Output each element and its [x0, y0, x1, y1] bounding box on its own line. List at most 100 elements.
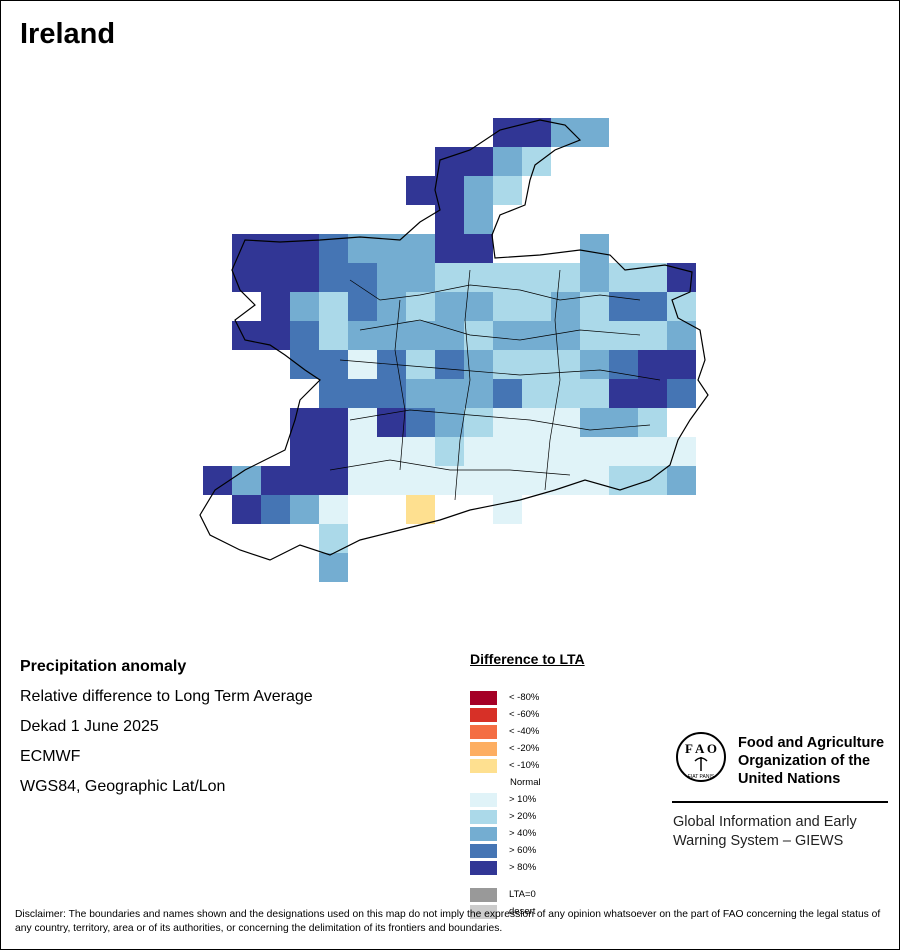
anomaly-cell — [551, 263, 580, 292]
anomaly-cell — [319, 379, 348, 408]
anomaly-cell — [435, 466, 464, 495]
anomaly-cell — [638, 379, 667, 408]
anomaly-cell — [406, 234, 435, 263]
legend-swatch — [470, 888, 497, 902]
anomaly-cell — [522, 379, 551, 408]
fao-name-line: Organization of the — [738, 753, 871, 769]
anomaly-cell — [348, 350, 377, 379]
anomaly-cell — [406, 292, 435, 321]
anomaly-cell — [493, 495, 522, 524]
anomaly-cell — [522, 118, 551, 147]
divider — [672, 801, 888, 803]
anomaly-cell — [377, 263, 406, 292]
anomaly-cell — [232, 263, 261, 292]
anomaly-cell — [348, 321, 377, 350]
legend-label: > 10% — [509, 794, 537, 805]
legend-label: < -40% — [509, 726, 540, 737]
anomaly-cell — [435, 379, 464, 408]
legend-item: < -20% — [470, 742, 590, 756]
legend-swatch — [470, 725, 497, 739]
info-heading: Precipitation anomaly — [20, 658, 187, 675]
anomaly-cell — [464, 437, 493, 466]
anomaly-cell — [667, 350, 696, 379]
anomaly-cell — [261, 495, 290, 524]
legend-swatch — [470, 844, 497, 858]
anomaly-cell — [638, 321, 667, 350]
legend-label: LTA=0 — [509, 889, 536, 900]
anomaly-cell — [435, 176, 464, 205]
anomaly-cell — [319, 553, 348, 582]
anomaly-cell — [261, 263, 290, 292]
anomaly-cell — [464, 408, 493, 437]
anomaly-cell — [464, 350, 493, 379]
anomaly-cell — [580, 234, 609, 263]
info-source: ECMWF — [20, 748, 81, 765]
anomaly-cell — [580, 263, 609, 292]
anomaly-cell — [261, 234, 290, 263]
anomaly-cell — [319, 495, 348, 524]
anomaly-cell — [435, 321, 464, 350]
legend-swatch — [470, 742, 497, 756]
legend-label: > 80% — [509, 862, 537, 873]
legend-label: > 60% — [509, 845, 537, 856]
anomaly-cell — [609, 263, 638, 292]
legend-swatch — [470, 827, 497, 841]
anomaly-cell — [493, 147, 522, 176]
legend-title: Difference to LTA — [470, 651, 585, 667]
map-info-block: Precipitation anomaly Relative differenc… — [20, 656, 313, 806]
anomaly-cell — [464, 205, 493, 234]
anomaly-cell — [435, 292, 464, 321]
anomaly-cell — [464, 292, 493, 321]
disclaimer: Disclaimer: The boundaries and names sho… — [15, 909, 881, 934]
anomaly-cell — [406, 263, 435, 292]
anomaly-cell — [377, 292, 406, 321]
anomaly-cell — [406, 379, 435, 408]
anomaly-cell — [406, 495, 435, 524]
info-period: Dekad 1 June 2025 — [20, 718, 159, 735]
info-description: Relative difference to Long Term Average — [20, 688, 313, 705]
anomaly-cell — [290, 408, 319, 437]
anomaly-cell — [638, 292, 667, 321]
anomaly-cell — [348, 379, 377, 408]
anomaly-cell — [319, 408, 348, 437]
anomaly-cell — [551, 292, 580, 321]
legend-item: < -80% — [470, 691, 590, 705]
anomaly-cell — [551, 118, 580, 147]
anomaly-cell — [522, 147, 551, 176]
svg-text:F A O: F A O — [685, 741, 717, 756]
anomaly-cell — [319, 292, 348, 321]
anomaly-cell — [551, 437, 580, 466]
anomaly-cell — [232, 495, 261, 524]
anomaly-cell — [348, 466, 377, 495]
anomaly-cell — [290, 321, 319, 350]
anomaly-cell — [493, 176, 522, 205]
anomaly-cell — [290, 292, 319, 321]
anomaly-cell — [493, 408, 522, 437]
anomaly-cell — [290, 466, 319, 495]
map-title: Ireland — [20, 18, 116, 50]
anomaly-cell — [232, 321, 261, 350]
anomaly-cell — [290, 437, 319, 466]
legend-swatch — [470, 708, 497, 722]
anomaly-cell — [464, 379, 493, 408]
legend-item: < -10% — [470, 759, 590, 773]
anomaly-cell — [580, 321, 609, 350]
anomaly-cell — [435, 263, 464, 292]
legend-label: < -10% — [509, 760, 540, 771]
anomaly-cell — [406, 437, 435, 466]
legend-swatch — [470, 810, 497, 824]
anomaly-cell — [638, 350, 667, 379]
legend-item: > 40% — [470, 827, 590, 841]
anomaly-cell — [319, 466, 348, 495]
anomaly-cell — [551, 466, 580, 495]
anomaly-cell — [493, 379, 522, 408]
info-projection: WGS84, Geographic Lat/Lon — [20, 778, 226, 795]
anomaly-cell — [406, 466, 435, 495]
legend-item: > 60% — [470, 844, 590, 858]
fao-logo-icon: F A O FIAT PANIS — [676, 732, 726, 782]
anomaly-cell — [406, 350, 435, 379]
anomaly-cell — [551, 350, 580, 379]
legend-swatch — [470, 759, 497, 773]
legend-label: > 20% — [509, 811, 537, 822]
anomaly-cell — [261, 466, 290, 495]
